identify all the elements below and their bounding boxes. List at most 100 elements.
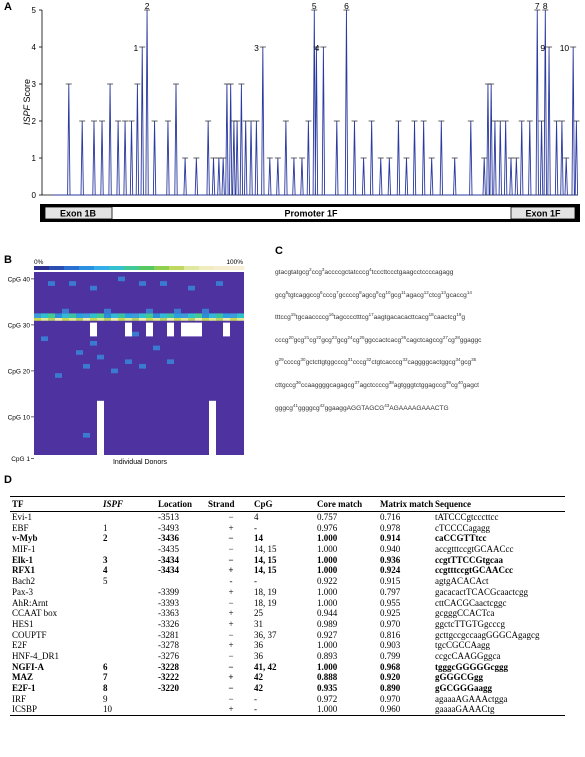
heatmap-ylabel: CpG 30 <box>8 322 31 329</box>
table-cell-seq: ccgtTTCCGtgcaa <box>435 554 503 565</box>
table-cell-strand: − <box>228 512 234 522</box>
col-location: Location <box>158 496 208 512</box>
table-cell-seq: ccgcCAAGGggca <box>435 650 501 661</box>
table-cell-cpg: - <box>254 576 257 587</box>
table-cell-ispf <box>103 598 158 609</box>
table-cell-cpg: 18, 19 <box>254 597 277 608</box>
table-cell-matrix: 0.968 <box>380 661 401 672</box>
table-cell-core: 0.944 <box>317 608 338 619</box>
peak-label: 4 <box>315 43 320 53</box>
table-cell-ispf <box>103 619 158 630</box>
y-tick-label: 2 <box>32 117 37 126</box>
table-cell-cpg: 31 <box>254 618 263 629</box>
table-cell-matrix: 0.797 <box>380 586 401 597</box>
scale-swatch <box>34 266 50 270</box>
table-cell-tf: MIF-1 <box>12 544 36 555</box>
table-row: NGFI-A 6 -3228 − 41, 42 1.000 0.968 tgggcGGGGGc… <box>10 662 565 673</box>
table-cell-core: 1.000 <box>317 704 380 717</box>
table-cell-ispf <box>103 587 158 598</box>
heatmap-cell <box>160 313 167 318</box>
table-cell-cpg: 4 <box>254 512 259 522</box>
table-cell-ispf: 3 <box>103 554 108 565</box>
heatmap-cell <box>125 318 132 321</box>
table-cell-cpg: - <box>254 704 317 717</box>
heatmap-cell <box>69 313 76 318</box>
table-cell-seq: tATCCCgtcccttcc <box>435 512 499 522</box>
heatmap-cell <box>104 313 111 318</box>
heatmap-cell <box>174 313 181 318</box>
heatmap-cell <box>223 318 230 321</box>
table-cell-core: 0.989 <box>317 618 338 629</box>
scale-swatch <box>169 266 185 270</box>
heatmap-cell <box>167 313 174 318</box>
gene-region-bar: Exon 1B Promoter 1F Exon 1F <box>40 204 580 222</box>
table-cell-seq: gcttgccgccaagGGGCAgagcg <box>435 629 540 640</box>
heatmap-cell <box>160 281 167 286</box>
table-cell-cpg: 14, 15 <box>254 565 277 576</box>
table-cell-ispf <box>103 651 158 662</box>
heatmap-missing <box>188 322 195 337</box>
heatmap-cell <box>230 313 237 318</box>
heatmap-cell <box>41 313 48 318</box>
col-cpg: CpG <box>254 496 317 512</box>
table-cell-core: 1.000 <box>317 661 338 672</box>
heatmap-cell <box>188 285 195 291</box>
heatmap-cell <box>48 313 55 318</box>
table-cell-strand: − <box>228 650 234 661</box>
col-strand: Strand <box>208 496 254 512</box>
heatmap-cell <box>55 373 62 378</box>
table-cell-strand: + <box>228 618 234 629</box>
heatmap-missing <box>97 400 104 461</box>
table-cell-strand: + <box>208 704 254 717</box>
scale-swatch <box>94 266 110 270</box>
heatmap-cell <box>62 318 69 321</box>
table-cell-seq: ggctcTTGTGgcccg <box>435 618 505 629</box>
table-cell-tf: AhR:Arnt <box>12 597 48 608</box>
heatmap-cell <box>118 313 125 318</box>
table-cell-core: 1.000 <box>317 533 338 544</box>
table-cell-core: 0.972 <box>317 693 338 704</box>
heatmap-cell <box>237 313 244 318</box>
heatmap-cell <box>146 313 153 318</box>
peak-label: 8 <box>543 1 548 11</box>
col-core-match: Core match <box>317 496 380 512</box>
table-row: MIF-1 -3435 − 14, 15 1.000 0.940 accgtttccgtGC… <box>10 544 565 555</box>
table-cell-cpg: 14 <box>254 533 263 544</box>
heatmap-cell <box>111 318 118 321</box>
heatmap-missing <box>223 322 230 337</box>
table-cell-cpg: 42 <box>254 683 263 693</box>
heatmap-cell <box>139 313 146 318</box>
table-cell-matrix: 0.925 <box>380 608 401 619</box>
heatmap-cell <box>41 336 48 341</box>
table-cell-core: 0.922 <box>317 576 338 587</box>
scale-swatch <box>154 266 170 270</box>
heatmap-cell <box>83 318 90 321</box>
table-cell-matrix: 0.955 <box>380 597 401 608</box>
table-cell-cpg: 25 <box>254 608 263 619</box>
panel-label-d: D <box>4 474 12 486</box>
heatmap-cell <box>41 318 48 321</box>
table-cell-strand: − <box>228 661 234 672</box>
heatmap-xlabel: Individual Donors <box>113 459 168 466</box>
peak-label: 10 <box>560 43 570 53</box>
table-cell-core: 1.000 <box>317 586 338 597</box>
heatmap-cell <box>216 318 223 321</box>
panel-label-c: C <box>275 245 283 257</box>
heatmap-cell <box>97 354 104 360</box>
table-cell-seq: gcgggCCACTca <box>435 608 495 619</box>
heatmap-cell <box>216 281 223 286</box>
table-cell-matrix: 0.970 <box>380 693 401 704</box>
heatmap-cell <box>34 313 41 318</box>
table-cell-loc: -3393 <box>158 597 179 608</box>
table-cell-ispf <box>103 608 158 619</box>
table-cell-strand: + <box>228 586 234 597</box>
table-row: COUPTF -3281 − 36, 37 0.927 0.816 gcttgccgccaa… <box>10 630 565 641</box>
peak-label: 6 <box>344 1 349 11</box>
scale-swatch <box>199 266 215 270</box>
table-cell-matrix: 0.903 <box>380 640 401 651</box>
table-row: HES1 -3326 +31 0.989 0.970 ggctcTTGTGgcccg <box>10 619 565 630</box>
table-cell-ispf: 4 <box>103 565 108 576</box>
heatmap-cell <box>111 313 118 318</box>
exon-1b-box <box>44 206 113 220</box>
table-cell-core: 1.000 <box>317 640 338 651</box>
